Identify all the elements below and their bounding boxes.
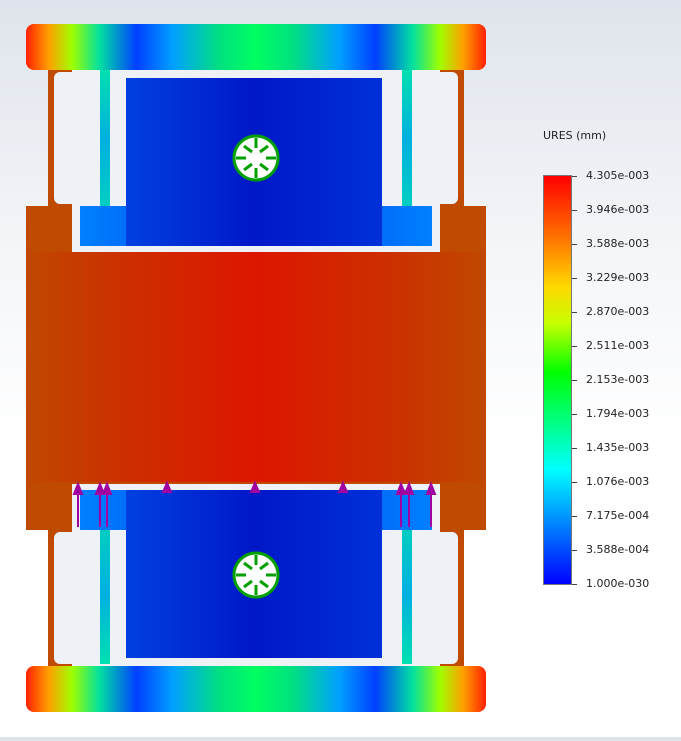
color-scale-bar	[543, 175, 572, 585]
legend-tick	[572, 312, 577, 313]
top-leg-right	[402, 70, 412, 210]
bottom-fixture-hole[interactable]	[232, 551, 280, 599]
legend-tick	[572, 176, 577, 177]
legend-label: 3.588e-003	[586, 237, 650, 250]
legend-tick	[572, 414, 577, 415]
legend-tick	[572, 584, 577, 585]
legend-label: 2.153e-003	[586, 373, 650, 386]
central-band	[26, 252, 486, 482]
top-flange	[26, 24, 486, 70]
legend-label: 3.229e-003	[586, 271, 650, 284]
bottom-leg-right	[402, 524, 412, 664]
legend-tick	[572, 550, 577, 551]
legend-tick	[572, 244, 577, 245]
top-leg-left	[100, 70, 110, 210]
legend-tick	[572, 346, 577, 347]
legend-label: 2.870e-003	[586, 305, 650, 318]
legend-tick	[572, 482, 577, 483]
load-arrows[interactable]	[72, 480, 437, 527]
legend-tick	[572, 380, 577, 381]
legend-label: 3.946e-003	[586, 203, 650, 216]
bottom-leg-left	[100, 524, 110, 664]
legend-tick	[572, 210, 577, 211]
bottom-flange	[26, 666, 486, 712]
legend-tick	[572, 516, 577, 517]
legend-label: 2.511e-003	[586, 339, 650, 352]
legend-label: 1.000e-030	[586, 577, 650, 590]
legend-label: 1.435e-003	[586, 441, 650, 454]
top-fixture-hole[interactable]	[232, 134, 280, 182]
legend-label: 1.076e-003	[586, 475, 650, 488]
legend-label: 3.588e-004	[586, 543, 650, 556]
legend-tick	[572, 448, 577, 449]
legend-label: 7.175e-004	[586, 509, 650, 522]
legend-title: URES (mm)	[543, 129, 607, 142]
legend-label: 4.305e-003	[586, 169, 650, 182]
legend-label: 1.794e-003	[586, 407, 650, 420]
legend-tick	[572, 278, 577, 279]
